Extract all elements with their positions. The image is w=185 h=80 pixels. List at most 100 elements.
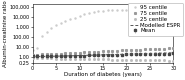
- 25 centile: [92, 59, 95, 60]
- 95 centile: [69, 19, 71, 20]
- Modelled ESPR: [55, 56, 57, 57]
- Modelled ESPR: [46, 56, 48, 57]
- 25 centile: [144, 60, 146, 61]
- 95 centile: [31, 49, 34, 50]
- Modelled ESPR: [107, 54, 109, 55]
- 75 centile: [125, 50, 127, 51]
- 75 centile: [111, 50, 113, 51]
- Line: Modelled ESPR: Modelled ESPR: [33, 53, 173, 57]
- 75 centile: [88, 52, 90, 53]
- Modelled ESPR: [172, 52, 174, 53]
- Modelled ESPR: [31, 56, 34, 57]
- 75 centile: [74, 52, 76, 53]
- 75 centile: [107, 51, 109, 52]
- 25 centile: [153, 60, 156, 61]
- 95 centile: [153, 10, 156, 11]
- Modelled ESPR: [41, 56, 43, 57]
- Modelled ESPR: [102, 54, 104, 55]
- 75 centile: [36, 54, 38, 55]
- Modelled ESPR: [163, 53, 165, 54]
- 75 centile: [158, 48, 160, 49]
- 75 centile: [83, 52, 85, 53]
- 75 centile: [41, 54, 43, 55]
- 25 centile: [125, 59, 127, 60]
- Modelled ESPR: [153, 53, 156, 54]
- 25 centile: [88, 59, 90, 60]
- Modelled ESPR: [60, 56, 62, 57]
- 95 centile: [163, 10, 165, 11]
- 75 centile: [153, 48, 156, 49]
- 25 centile: [116, 59, 118, 60]
- 75 centile: [97, 51, 99, 52]
- 25 centile: [107, 59, 109, 60]
- 75 centile: [167, 48, 170, 49]
- 25 centile: [55, 58, 57, 59]
- Modelled ESPR: [64, 55, 67, 56]
- 75 centile: [46, 54, 48, 55]
- Modelled ESPR: [69, 55, 71, 56]
- Line: 95 centile: 95 centile: [32, 9, 174, 51]
- Modelled ESPR: [78, 55, 81, 56]
- 75 centile: [92, 51, 95, 52]
- 95 centile: [50, 27, 53, 28]
- Modelled ESPR: [83, 55, 85, 56]
- Y-axis label: Albumin-creatinine ratio: Albumin-creatinine ratio: [3, 0, 8, 67]
- 95 centile: [92, 11, 95, 12]
- 95 centile: [36, 47, 38, 48]
- Modelled ESPR: [36, 56, 38, 57]
- 95 centile: [121, 9, 123, 10]
- 25 centile: [97, 59, 99, 60]
- 95 centile: [83, 14, 85, 15]
- 75 centile: [172, 48, 174, 49]
- 25 centile: [172, 60, 174, 61]
- 25 centile: [130, 59, 132, 60]
- 95 centile: [144, 10, 146, 11]
- 25 centile: [41, 58, 43, 59]
- 95 centile: [88, 12, 90, 13]
- 75 centile: [78, 52, 81, 53]
- 75 centile: [50, 54, 53, 55]
- 95 centile: [78, 16, 81, 17]
- Modelled ESPR: [121, 54, 123, 55]
- 95 centile: [149, 10, 151, 11]
- Modelled ESPR: [116, 54, 118, 55]
- 75 centile: [116, 50, 118, 51]
- X-axis label: Duration of diabetes (years): Duration of diabetes (years): [64, 72, 142, 77]
- Modelled ESPR: [111, 54, 113, 55]
- 75 centile: [139, 49, 142, 50]
- Modelled ESPR: [144, 53, 146, 54]
- Line: 25 centile: 25 centile: [32, 57, 174, 61]
- 75 centile: [55, 53, 57, 54]
- Modelled ESPR: [158, 53, 160, 54]
- 95 centile: [60, 22, 62, 23]
- 75 centile: [163, 48, 165, 49]
- 75 centile: [144, 49, 146, 50]
- 95 centile: [135, 9, 137, 10]
- 25 centile: [149, 60, 151, 61]
- Modelled ESPR: [167, 52, 170, 53]
- 75 centile: [60, 53, 62, 54]
- 25 centile: [46, 58, 48, 59]
- 95 centile: [107, 10, 109, 11]
- 25 centile: [83, 59, 85, 60]
- Modelled ESPR: [139, 53, 142, 54]
- Modelled ESPR: [125, 54, 127, 55]
- 75 centile: [69, 53, 71, 54]
- 25 centile: [163, 60, 165, 61]
- Modelled ESPR: [74, 55, 76, 56]
- 25 centile: [111, 59, 113, 60]
- 75 centile: [31, 54, 34, 55]
- 75 centile: [102, 51, 104, 52]
- 25 centile: [167, 60, 170, 61]
- 95 centile: [158, 10, 160, 11]
- 95 centile: [97, 11, 99, 12]
- 75 centile: [130, 49, 132, 50]
- Modelled ESPR: [135, 53, 137, 54]
- 95 centile: [125, 9, 127, 10]
- 25 centile: [50, 58, 53, 59]
- 95 centile: [64, 20, 67, 21]
- 75 centile: [149, 49, 151, 50]
- 95 centile: [102, 10, 104, 11]
- Modelled ESPR: [50, 56, 53, 57]
- 95 centile: [111, 10, 113, 11]
